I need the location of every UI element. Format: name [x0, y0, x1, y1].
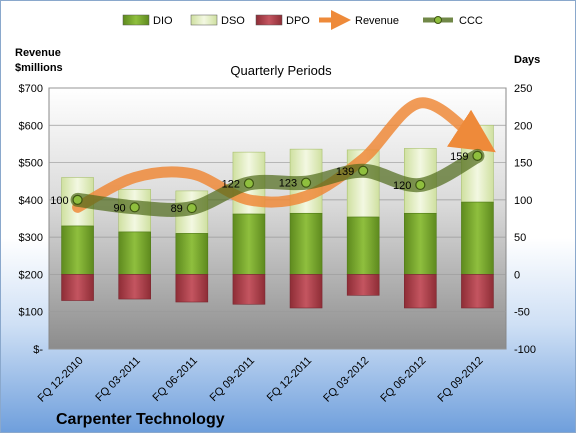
bar-dpo	[61, 274, 94, 301]
ccc-data-label: 89	[171, 203, 183, 215]
plot-area	[48, 87, 507, 350]
bar-dio	[232, 213, 266, 275]
x-tick-label: FQ 06-2012	[378, 355, 428, 405]
legend-swatch	[190, 14, 218, 26]
y-right-tick-label: 200	[514, 120, 532, 132]
ccc-data-label: 122	[222, 178, 240, 190]
revenue-line	[72, 97, 496, 213]
legend-item: Revenue	[319, 10, 399, 30]
legend-label: CCC	[459, 15, 483, 27]
ccc-point	[358, 165, 369, 176]
bar-dio	[461, 201, 494, 275]
ccc-data-label: 123	[279, 178, 297, 190]
y-right-tick-label: 150	[514, 158, 532, 170]
ccc-data-label: 90	[113, 202, 125, 214]
legend-item: DPO	[255, 14, 310, 27]
revenue-series	[72, 97, 496, 213]
x-tick-label: FQ 12-2010	[36, 355, 86, 405]
y-left-tick-label: $100	[19, 307, 43, 319]
bar-dpo	[118, 274, 151, 300]
ccc-point	[243, 178, 255, 189]
legend-swatch	[122, 14, 150, 26]
legend-item: DSO	[190, 14, 245, 27]
x-tick-label: FQ 09-2011	[208, 355, 257, 404]
ccc-data-label: 139	[336, 166, 354, 178]
bar-dpo	[404, 274, 437, 309]
ccc-point	[300, 177, 312, 188]
bar-dio	[118, 231, 151, 275]
y-right-tick-label: 50	[514, 232, 526, 244]
ccc-data-label: 100	[50, 195, 68, 207]
ccc-point	[472, 150, 483, 161]
y-right-label: Days	[514, 54, 540, 66]
y-right-tick-label: 250	[514, 83, 532, 95]
ccc-data-label: 120	[393, 180, 411, 192]
y-right-tick-label: 100	[514, 195, 532, 207]
bar-dpo	[175, 274, 209, 303]
y-right-ticks: -100 -50 0 50 100 150 200 250	[514, 83, 536, 356]
legend-item: DIO	[122, 14, 173, 27]
company-name: Carpenter Technology	[56, 411, 225, 428]
x-tick-labels: FQ 12-2010 FQ 03-2011 FQ 06-2011 FQ 09-2011…	[36, 355, 486, 405]
y-left-tick-label: $700	[19, 83, 43, 95]
x-tick-label: FQ 12-2011	[265, 355, 314, 404]
legend: DIO DSO DPO Revenue CCC	[122, 10, 483, 30]
y-left-tick-label: $600	[19, 120, 43, 132]
legend-label: DSO	[221, 15, 245, 27]
legend-item: CCC	[423, 15, 483, 27]
x-tick-label: FQ 09-2012	[436, 355, 486, 405]
chart-title: Quarterly Periods	[230, 63, 332, 78]
y-left-tick-label: $200	[19, 269, 43, 281]
bar-dio	[61, 225, 94, 275]
bar-dpo	[232, 274, 266, 305]
x-tick-label: FQ 06-2011	[151, 355, 200, 404]
bar-dio	[404, 212, 437, 275]
y-right-tick-label: 0	[514, 269, 520, 281]
bar-dio	[175, 233, 209, 275]
bar-dpo	[346, 274, 380, 296]
y-left-tick-label: $-	[33, 344, 43, 356]
legend-label: Revenue	[355, 15, 399, 27]
y-left-tick-label: $500	[19, 158, 43, 170]
y-left-label-line2: $millions	[15, 62, 63, 74]
x-tick-label: FQ 03-2012	[321, 355, 371, 405]
legend-swatch	[255, 14, 283, 26]
legend-label: DPO	[286, 15, 310, 27]
x-tick-label: FQ 03-2011	[93, 355, 142, 404]
y-right-tick-label: -50	[514, 307, 530, 319]
y-left-label-line1: Revenue	[15, 47, 61, 59]
ccc-data-label: 159	[450, 151, 468, 163]
bar-dio	[346, 216, 380, 275]
y-left-ticks: $- $100 $200 $300 $400 $500 $600 $700	[19, 83, 44, 356]
ccc-point	[415, 179, 426, 191]
y-left-tick-label: $400	[19, 195, 43, 207]
ccc-point	[186, 202, 197, 214]
legend-marker	[434, 16, 442, 24]
bar-dpo	[461, 274, 494, 309]
ccc-series: 100 90 89 122 123 139 120 159	[50, 148, 485, 217]
legend-label: DIO	[153, 15, 173, 27]
bar-dpo	[289, 274, 323, 309]
ccc-point	[129, 202, 140, 213]
bar-dio	[289, 212, 323, 275]
y-left-tick-label: $300	[19, 232, 43, 244]
y-right-tick-label: -100	[514, 344, 536, 356]
ccc-point	[72, 194, 83, 205]
